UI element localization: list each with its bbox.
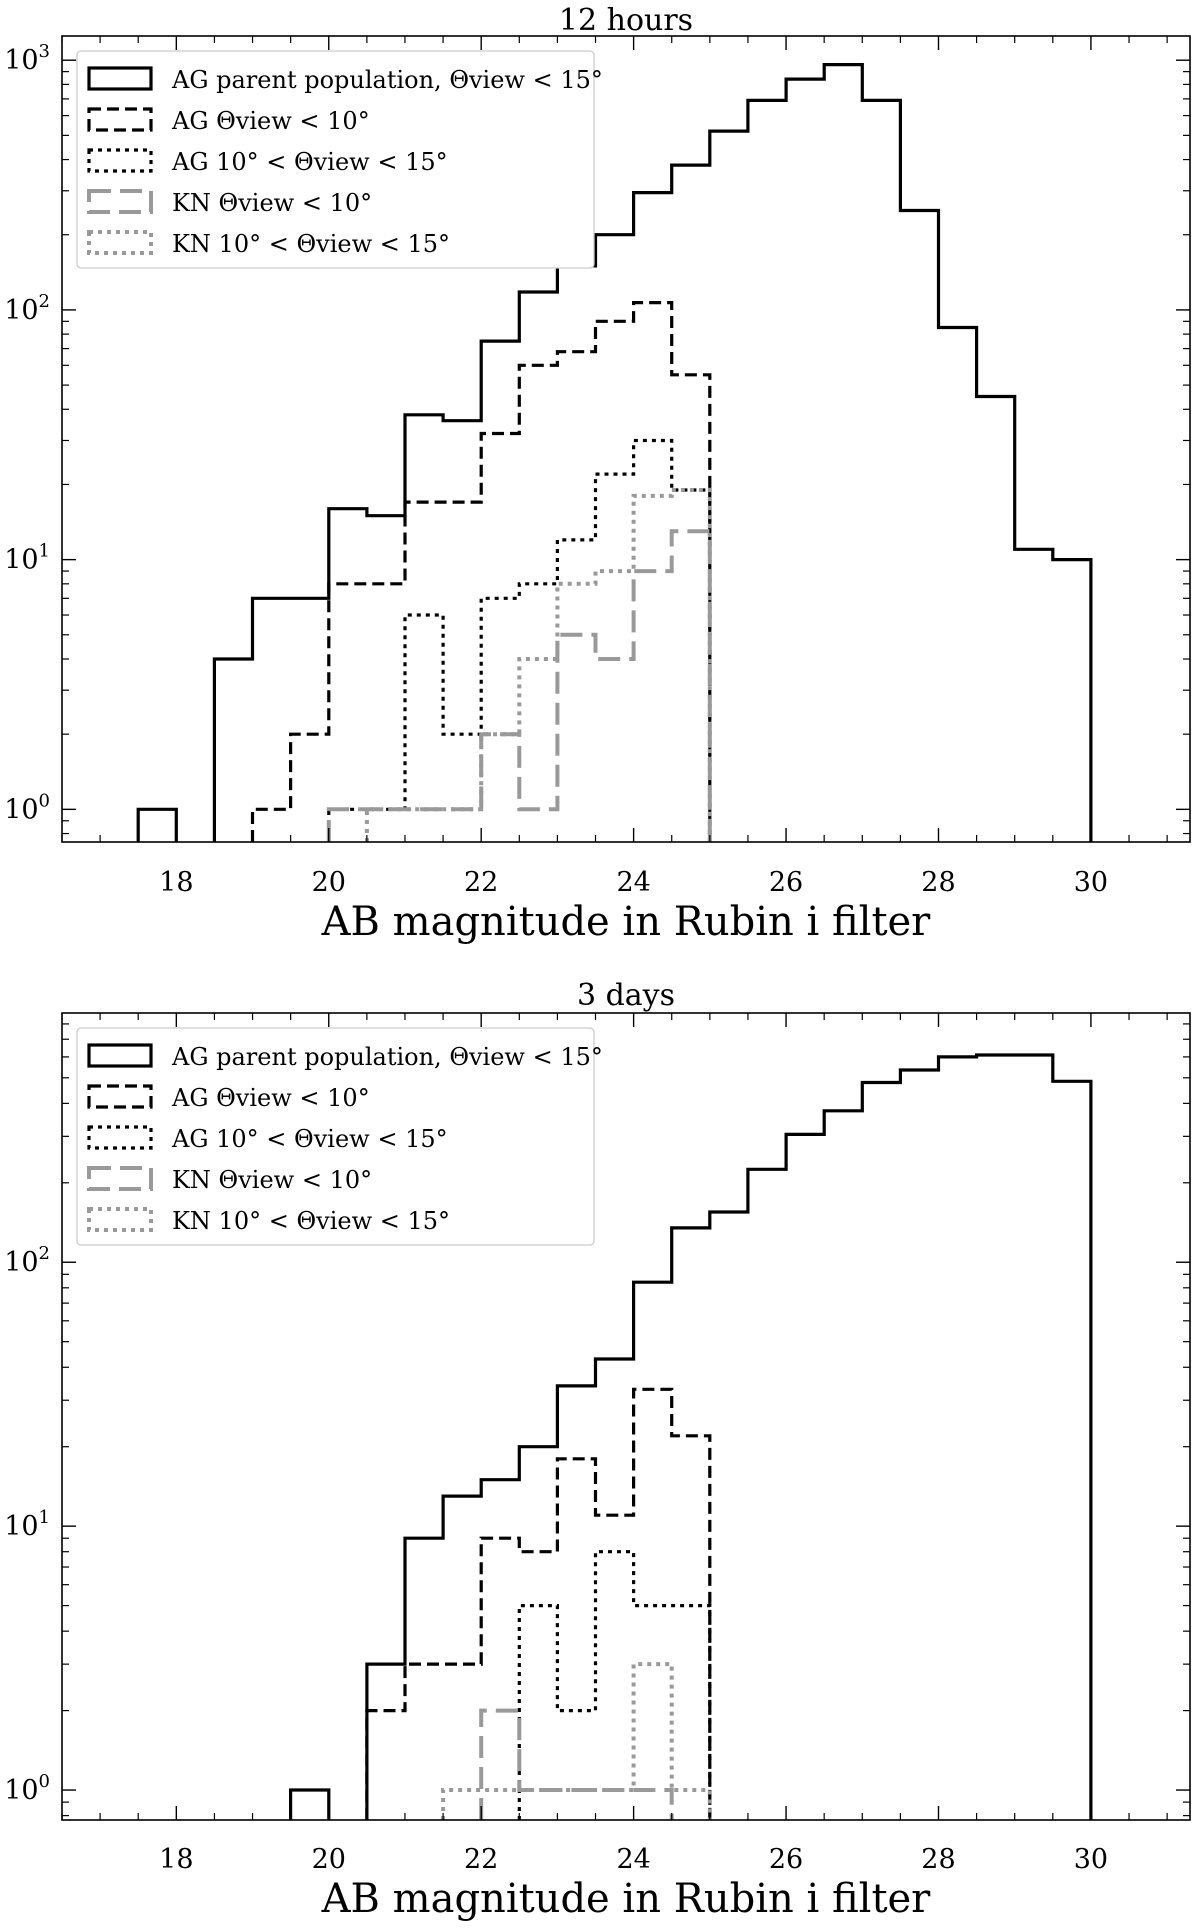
legend-swatch-3	[87, 148, 153, 173]
legend-swatch-3	[87, 1125, 153, 1150]
legend-swatch-5	[87, 1207, 153, 1232]
x-tick-label: 28	[921, 867, 955, 898]
x-tick-label: 20	[312, 1844, 346, 1875]
series-line-2	[365, 1387, 712, 1820]
series-line-3	[517, 1550, 712, 1820]
legend-swatch-2	[87, 1084, 153, 1109]
legend-label-2: AG Θview < 10°	[171, 107, 370, 135]
x-tick-label: 24	[616, 867, 650, 898]
y-tick-label: 101	[4, 541, 50, 576]
x-tick-label: 28	[921, 1844, 955, 1875]
y-tick-label: 103	[4, 41, 50, 76]
y-tick-label: 100	[4, 790, 50, 825]
x-tick-label: 30	[1074, 1844, 1108, 1875]
x-tick-label: 24	[616, 1844, 650, 1875]
legend-label-1: AG parent population, Θview < 15°	[171, 1043, 603, 1071]
y-tick-label: 101	[4, 1507, 50, 1542]
x-tick-label: 18	[159, 867, 193, 898]
series-line-5	[441, 1662, 712, 1820]
plot-frame	[61, 1012, 1191, 1821]
x-tick-label: 22	[464, 1844, 498, 1875]
y-tick-label: 100	[4, 1771, 50, 1806]
series-line-3	[327, 438, 712, 842]
x-tick-label: 26	[769, 1844, 803, 1875]
x-tick-label: 26	[769, 867, 803, 898]
legend-swatch-2	[87, 107, 153, 132]
legend-swatch-4	[87, 1166, 153, 1191]
x-axis-label: AB magnitude in Rubin i filter	[321, 899, 932, 945]
chart-panel-1: 12 hours 18 20 22 24 26 28 30 100 101 102 103 AB mag…	[4, 3, 1191, 945]
y-tick-label: 102	[4, 1243, 50, 1278]
legend-label-2: AG Θview < 10°	[171, 1084, 370, 1112]
legend: AG parent population, Θview < 15° AG Θvie…	[76, 1027, 603, 1246]
legend-swatch-4	[87, 189, 153, 214]
series-line-4	[326, 529, 712, 842]
legend-label-3: AG 10° < Θview < 15°	[171, 1125, 448, 1153]
legend-swatch-5	[87, 230, 153, 255]
x-tick-label: 20	[312, 867, 346, 898]
chart-title: 12 hours	[559, 3, 693, 38]
legend-label-1: AG parent population, Θview < 15°	[171, 66, 603, 94]
x-axis-label: AB magnitude in Rubin i filter	[321, 1876, 932, 1922]
series-line-1	[136, 62, 1093, 842]
legend-box	[76, 50, 595, 269]
plot-frame	[61, 35, 1191, 843]
legend-label-4: KN Θview < 10°	[172, 189, 372, 217]
series-line-2	[250, 301, 712, 842]
legend: AG parent population, Θview < 15° AG Θvie…	[76, 50, 603, 269]
legend-box	[76, 1027, 595, 1246]
legend-swatch-1	[87, 1043, 153, 1068]
legend-label-5: KN 10° < Θview < 15°	[172, 1207, 450, 1235]
legend-label-4: KN Θview < 10°	[172, 1166, 372, 1194]
legend-label-5: KN 10° < Θview < 15°	[172, 230, 450, 258]
series-line-5	[364, 488, 712, 842]
x-tick-label: 22	[464, 867, 498, 898]
y-tick-label: 102	[4, 291, 50, 326]
series-line-4	[479, 1708, 674, 1820]
chart-panel-2: 3 days 18 20 22 24 26 28 30 100 101 102 AB magnitud…	[4, 978, 1191, 1922]
x-tick-label: 18	[159, 1844, 193, 1875]
legend-swatch-1	[87, 66, 153, 91]
legend-label-3: AG 10° < Θview < 15°	[171, 148, 448, 176]
x-tick-label: 30	[1074, 867, 1108, 898]
chart-title: 3 days	[577, 978, 675, 1013]
series-line-1	[289, 1053, 1093, 1820]
